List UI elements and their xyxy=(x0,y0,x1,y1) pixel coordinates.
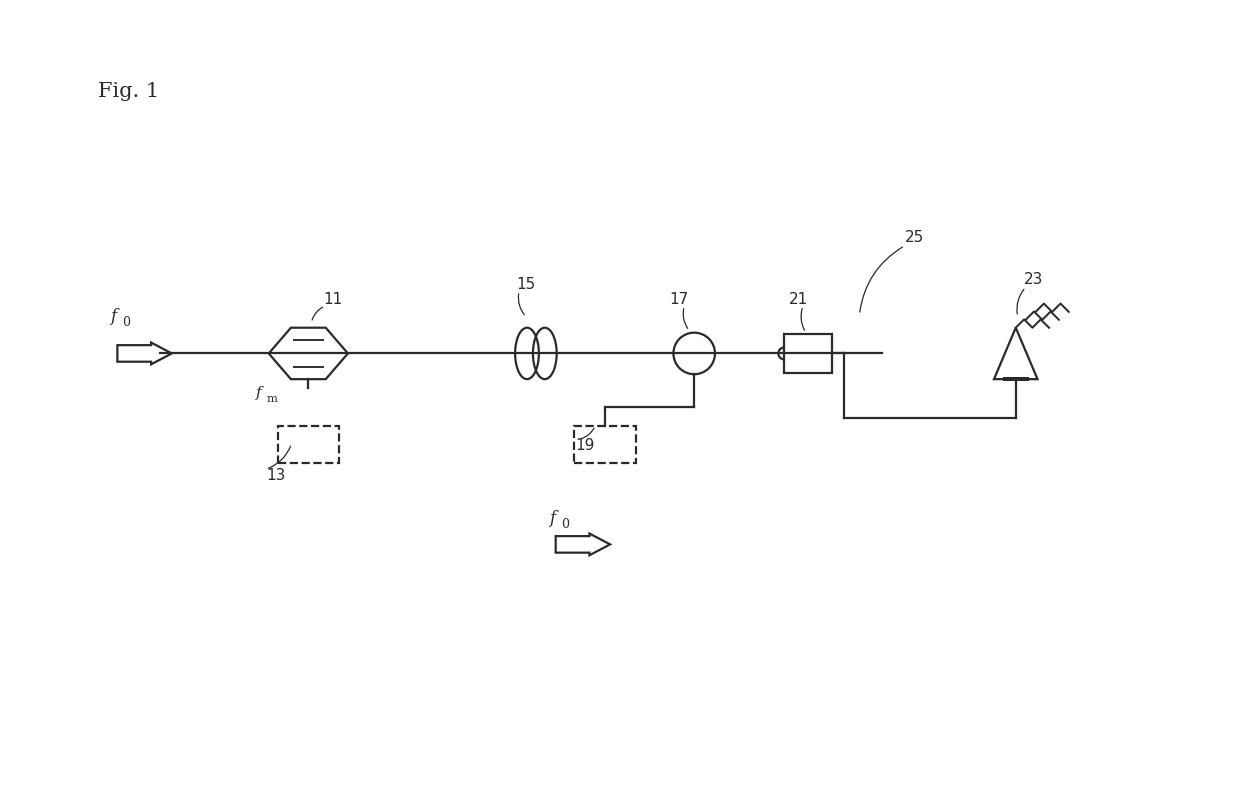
Text: f: f xyxy=(549,510,554,527)
Text: 25: 25 xyxy=(905,230,925,245)
Text: f: f xyxy=(255,386,262,400)
Bar xyxy=(278,426,339,463)
Text: f: f xyxy=(110,308,117,325)
Text: 21: 21 xyxy=(789,292,807,307)
Text: 19: 19 xyxy=(575,438,595,453)
Text: 17: 17 xyxy=(670,292,689,307)
Bar xyxy=(784,333,832,374)
Text: 23: 23 xyxy=(1024,272,1043,287)
Text: 11: 11 xyxy=(324,292,342,307)
Text: 0: 0 xyxy=(560,518,569,531)
Text: 0: 0 xyxy=(123,316,130,329)
Text: 13: 13 xyxy=(267,467,285,482)
Bar xyxy=(574,426,636,463)
Text: Fig. 1: Fig. 1 xyxy=(98,82,159,101)
Text: 15: 15 xyxy=(516,277,536,292)
Text: m: m xyxy=(267,394,278,404)
